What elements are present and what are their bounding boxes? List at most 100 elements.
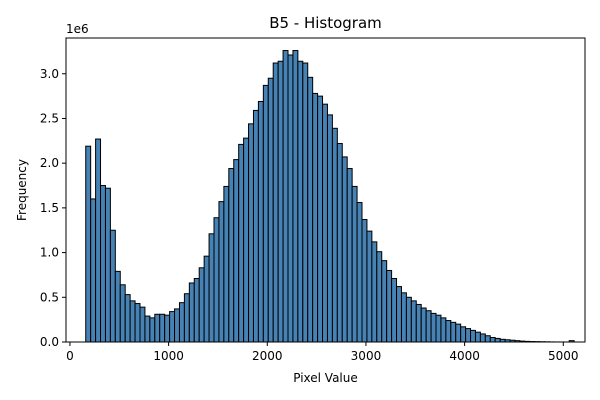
histogram-bar: [95, 138, 102, 343]
histogram-bar: [326, 114, 333, 343]
histogram-bar: [114, 270, 121, 343]
x-tick-label: 0: [66, 349, 74, 363]
histogram-bar: [90, 198, 97, 343]
y-tick-label: 2.5: [40, 111, 59, 125]
histogram-bar: [277, 60, 284, 343]
histogram-bar: [178, 302, 185, 343]
x-tick-label: 5000: [548, 349, 579, 363]
histogram-bar: [460, 326, 467, 343]
histogram-bar: [85, 145, 92, 343]
histogram-bar: [238, 143, 245, 343]
plot-frame: [65, 37, 586, 343]
histogram-bar: [193, 278, 200, 343]
x-tick-label: 4000: [449, 349, 480, 363]
histogram-bar: [262, 84, 269, 343]
histogram-bar: [297, 60, 304, 343]
histogram-bar: [169, 311, 176, 343]
histogram-bar: [494, 337, 501, 343]
histogram-bar: [351, 185, 358, 343]
histogram-bar: [386, 269, 393, 343]
histogram-bar: [489, 337, 496, 343]
histogram-bar: [405, 296, 412, 343]
histogram-bar: [213, 217, 220, 343]
histogram-bar: [292, 50, 299, 343]
histogram-bar: [445, 320, 452, 343]
histogram-bar: [435, 314, 442, 343]
histogram-bar: [322, 103, 328, 343]
x-tick-label: 1000: [153, 349, 184, 363]
histogram-bar: [376, 251, 383, 343]
histogram-bar: [450, 321, 457, 343]
histogram-bar: [346, 168, 353, 343]
histogram-bar: [312, 92, 319, 343]
histogram-bar: [410, 300, 417, 343]
y-tick-label: 0.0: [40, 335, 59, 349]
histogram-bar: [144, 315, 151, 343]
histogram-bar: [470, 329, 476, 343]
bars-layer: [85, 50, 575, 343]
histogram-bar: [391, 278, 398, 343]
histogram-bar: [159, 313, 166, 343]
histogram-bar: [396, 286, 402, 343]
y-offset-label: 1e6: [66, 22, 89, 36]
histogram-bar: [109, 229, 116, 343]
histogram-bar: [272, 62, 279, 343]
histogram-bar: [302, 62, 309, 343]
histogram-bar: [208, 233, 215, 343]
histogram-bar: [129, 300, 136, 343]
histogram-bar: [174, 308, 180, 343]
x-tick-label: 3000: [351, 349, 382, 363]
histogram-bar: [149, 317, 156, 343]
histogram-bar: [430, 312, 437, 343]
histogram-bar: [183, 293, 190, 343]
y-tick-label: 3.0: [40, 67, 59, 81]
chart-title: B5 - Histogram: [269, 14, 382, 32]
x-tick-label: 2000: [252, 349, 283, 363]
histogram-bar: [287, 54, 294, 343]
histogram-bar: [317, 95, 324, 343]
histogram-bar: [100, 185, 106, 343]
histogram-bar: [203, 255, 210, 343]
histogram-bar: [198, 267, 205, 343]
histogram-bar: [154, 313, 161, 343]
histogram-bar: [267, 77, 274, 343]
histogram-bar: [425, 310, 432, 343]
histogram-bar: [257, 100, 264, 343]
y-axis: 0.0 0.5 1.0 1.5 2.0 2.5 3.0: [40, 67, 66, 349]
histogram-bar: [440, 317, 447, 343]
histogram-bar: [356, 202, 363, 343]
histogram-bar: [307, 76, 314, 343]
histogram-bar: [282, 50, 289, 343]
histogram-bar: [420, 307, 427, 343]
histogram-bar: [455, 323, 462, 343]
histogram-bar: [341, 156, 348, 343]
histogram-bar: [104, 187, 111, 343]
histogram-bar: [139, 306, 146, 343]
histogram-bar: [361, 219, 368, 343]
histogram-bar: [484, 335, 491, 343]
histogram-bar: [381, 260, 388, 343]
x-axis: 0 1000 2000 3000 4000 5000: [66, 342, 579, 363]
y-axis-label: Frequency: [15, 159, 29, 221]
histogram-bar: [119, 284, 126, 343]
histogram-bar: [400, 292, 407, 343]
histogram-bar: [188, 282, 195, 343]
x-axis-label: Pixel Value: [293, 371, 358, 385]
histogram-bar: [124, 294, 131, 343]
histogram-bar: [331, 127, 338, 343]
histogram-bar: [415, 303, 422, 343]
histogram-bar: [218, 201, 225, 343]
histogram-bar: [252, 109, 259, 343]
histogram-bar: [474, 331, 481, 343]
histogram-bar: [371, 241, 378, 343]
histogram-bar: [479, 333, 486, 343]
histogram-bar: [336, 143, 343, 343]
histogram-bar: [164, 314, 171, 343]
y-tick-label: 1.5: [40, 201, 59, 215]
y-tick-label: 1.0: [40, 246, 59, 260]
histogram-bar: [243, 137, 250, 343]
histogram-bar: [248, 123, 254, 343]
histogram-bar: [134, 303, 141, 343]
